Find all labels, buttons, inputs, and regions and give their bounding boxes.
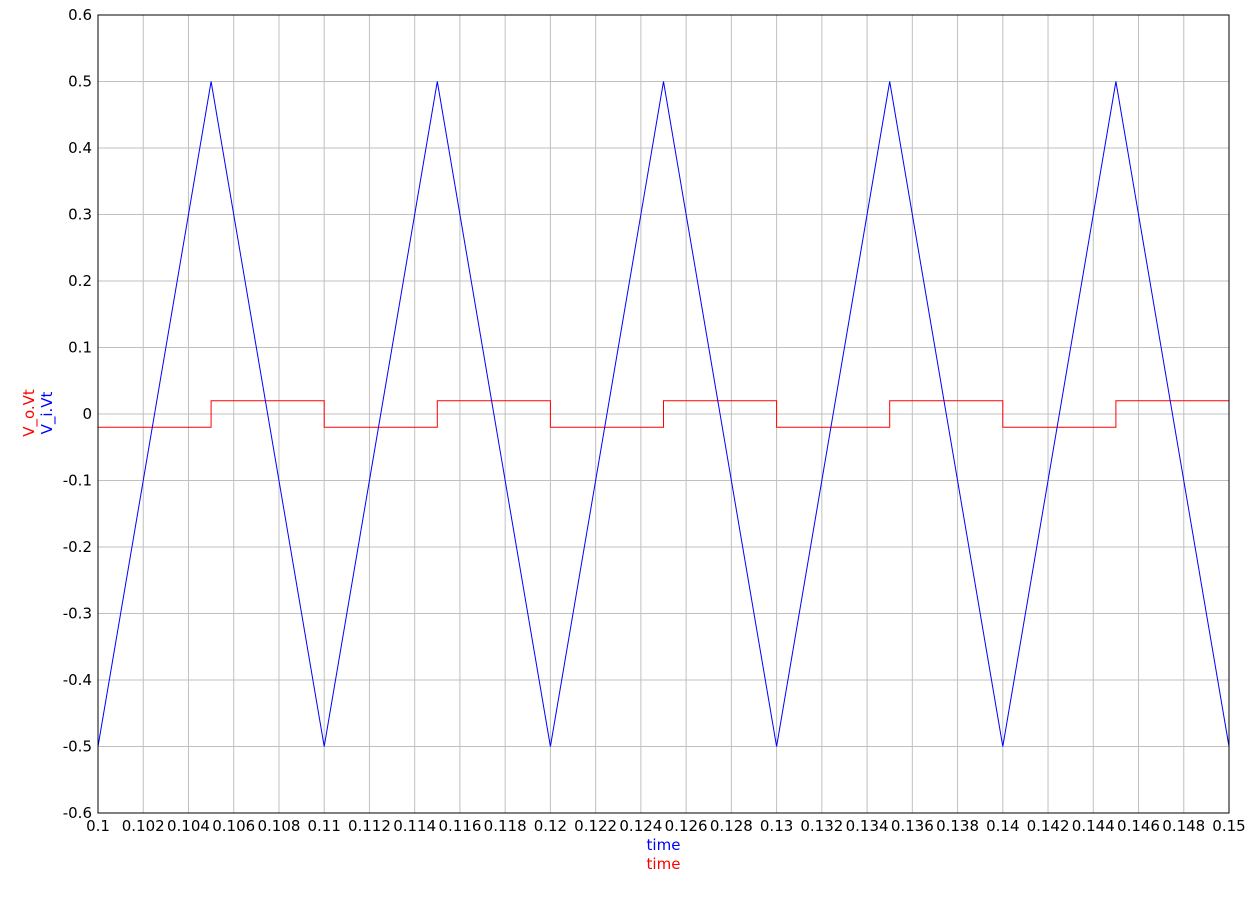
x-tick-label: 0.132 [800, 817, 843, 835]
x-tick-label: 0.104 [167, 817, 210, 835]
x-axis-title: time [647, 855, 681, 873]
y-tick-label: 0.2 [68, 272, 92, 290]
plot-frame [97, 14, 1230, 814]
series-line-0 [97, 400, 1229, 428]
x-tick-label: 0.146 [1117, 817, 1160, 835]
y-axis-title: V_i.Vt [38, 391, 57, 434]
x-tick-label: 0.14 [986, 817, 1019, 835]
x-tick-label: 0.116 [438, 817, 481, 835]
y-tick-label: -0.6 [63, 804, 92, 822]
y-axis-ticks: -0.6 -0.5 -0.4 -0.3 -0.2 -0.1 0 0.1 0.2 0.3 0.4 0.5… [63, 6, 92, 822]
y-tick-label: -0.3 [63, 605, 92, 623]
x-tick-label: 0.134 [846, 817, 889, 835]
y-tick-label: 0.6 [68, 6, 92, 24]
x-tick-label: 0.11 [307, 817, 340, 835]
x-tick-label: 0.128 [710, 817, 753, 835]
y-tick-label: -0.4 [63, 671, 92, 689]
series-line-1 [97, 81, 1230, 747]
x-tick-label: 0.138 [936, 817, 979, 835]
series-layer [97, 81, 1230, 747]
x-tick-label: 0.12 [534, 817, 567, 835]
x-tick-label: 0.13 [760, 817, 793, 835]
x-tick-label: 0.144 [1072, 817, 1115, 835]
x-tick-label: 0.142 [1027, 817, 1070, 835]
y-tick-label: -0.5 [63, 738, 92, 756]
y-axis-title: V_o.Vt [20, 389, 39, 437]
x-tick-label: 0.1 [86, 817, 110, 835]
x-tick-label: 0.106 [212, 817, 255, 835]
y-tick-label: 0 [82, 405, 92, 423]
x-tick-label: 0.112 [348, 817, 391, 835]
x-tick-label: 0.122 [574, 817, 617, 835]
x-tick-label: 0.102 [122, 817, 165, 835]
x-axis-title: time [647, 836, 681, 854]
y-tick-label: -0.1 [63, 472, 92, 490]
y-tick-label: 0.1 [68, 339, 92, 357]
x-tick-label: 0.148 [1162, 817, 1205, 835]
x-tick-label: 0.114 [393, 817, 436, 835]
x-tick-label: 0.124 [619, 817, 662, 835]
x-tick-label: 0.108 [257, 817, 300, 835]
x-tick-label: 0.136 [891, 817, 934, 835]
x-tick-label: 0.126 [665, 817, 708, 835]
x-axis-ticks: 0.1 0.102 0.104 0.106 0.108 0.11 0.112 0.114 0.1… [86, 817, 1246, 835]
y-tick-label: 0.5 [68, 73, 92, 91]
y-tick-label: 0.3 [68, 206, 92, 224]
y-tick-label: -0.2 [63, 538, 92, 556]
x-tick-label: 0.15 [1212, 817, 1245, 835]
y-axis-titles: V_o.Vt V_i.Vt [20, 389, 57, 437]
y-tick-label: 0.4 [68, 139, 92, 157]
x-tick-label: 0.118 [484, 817, 527, 835]
